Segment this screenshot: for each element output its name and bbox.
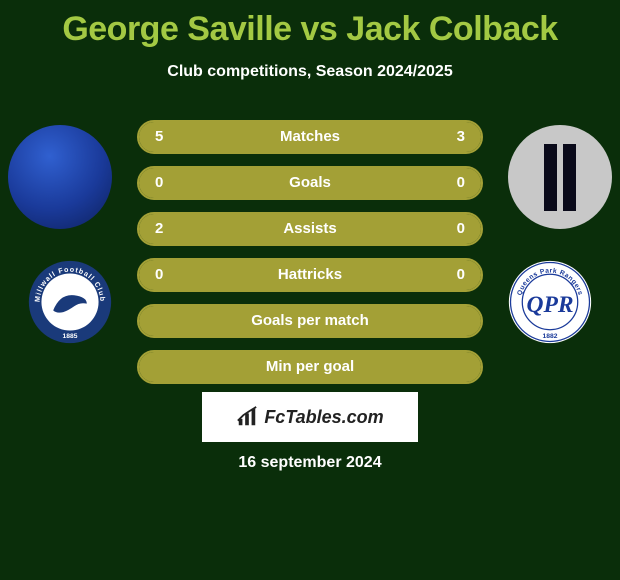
stat-label: Min per goal (139, 352, 481, 382)
player2-club-badge: Queens Park Rangers 1882 QPR (508, 260, 592, 344)
player2-name: Jack Colback (346, 10, 557, 48)
stat-value-right: 0 (457, 214, 465, 244)
player2-avatar (508, 125, 612, 229)
stats-panel: Matches53Goals00Assists20Hattricks00Goal… (137, 120, 483, 396)
subtitle: Club competitions, Season 2024/2025 (0, 63, 620, 81)
stat-value-left: 2 (155, 214, 163, 244)
player1-name: George Saville (62, 10, 291, 48)
stat-label: Goals (139, 168, 481, 198)
club1-est: 1885 (63, 333, 78, 340)
branding-text: FcTables.com (264, 407, 383, 428)
date-label: 16 september 2024 (0, 454, 620, 472)
stat-label: Assists (139, 214, 481, 244)
stat-row: Assists2 0 (137, 212, 483, 246)
stat-label: Matches (139, 122, 481, 152)
branding-badge: FcTables.com (202, 392, 418, 442)
stat-row: Matches5 3 (137, 120, 483, 154)
stat-label: Goals per match (139, 306, 481, 336)
stat-value-left: 0 (155, 168, 163, 198)
comparison-title: George Saville vs Jack Colback (0, 0, 620, 49)
player1-jersey (8, 125, 112, 229)
stat-value-right: 0 (457, 168, 465, 198)
stat-value-right: 3 (457, 122, 465, 152)
stat-label: Hattricks (139, 260, 481, 290)
svg-text:QPR: QPR (527, 292, 574, 318)
player1-avatar (8, 125, 112, 229)
stat-row: Goals per match (137, 304, 483, 338)
stat-value-left: 0 (155, 260, 163, 290)
stat-row: Min per goal (137, 350, 483, 384)
stat-value-left: 5 (155, 122, 163, 152)
stat-row: Goals0 0 (137, 166, 483, 200)
vs-separator: vs (301, 10, 338, 48)
club2-est: 1882 (543, 333, 558, 340)
player2-jersey (508, 125, 612, 229)
player1-club-badge: Millwall Football Club 1885 (28, 260, 112, 344)
chart-icon (236, 406, 258, 428)
stat-row: Hattricks0 0 (137, 258, 483, 292)
stat-value-right: 0 (457, 260, 465, 290)
